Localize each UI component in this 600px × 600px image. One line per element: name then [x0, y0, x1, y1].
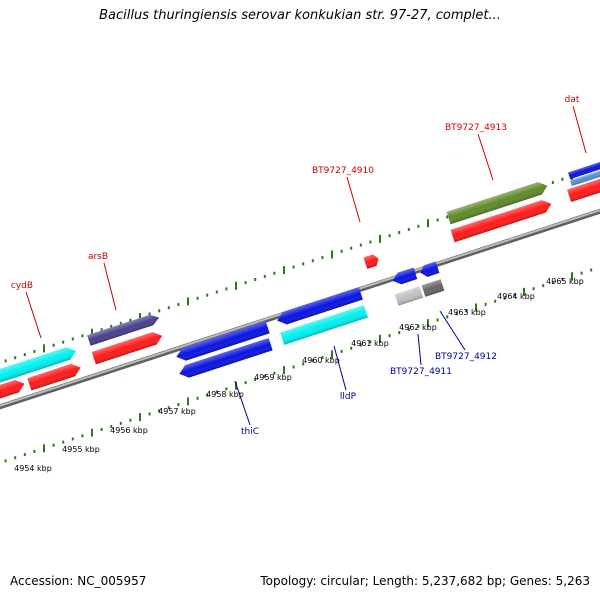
kbp-label-4960: 4960 kbp — [302, 356, 340, 365]
BT9727_4913-gene[interactable] — [450, 198, 554, 243]
leader-line — [25, 291, 42, 339]
dat-cds-2[interactable] — [570, 168, 600, 187]
BT9727_4911-gene[interactable] — [394, 286, 424, 306]
kbp-label-4956: 4956 kbp — [110, 426, 148, 435]
label-leader-lines — [25, 105, 587, 426]
kbp-label-4959: 4959 kbp — [254, 373, 292, 382]
BT9727_4912-gene[interactable] — [421, 279, 445, 297]
summary-text: Topology: circular; Length: 5,237,682 bp… — [260, 574, 590, 588]
lldP-cds-1[interactable] — [275, 287, 363, 327]
kbp-label-4957: 4957 kbp — [158, 407, 196, 416]
leader-line — [417, 333, 422, 366]
gene-label-BT9727_4910[interactable]: BT9727_4910 — [312, 166, 374, 176]
leader-line — [439, 310, 466, 351]
kbp-label-4954: 4954 kbp — [14, 464, 52, 473]
gene-label-BT9727_4913[interactable]: BT9727_4913 — [445, 123, 507, 133]
BT9727_4912-cds[interactable] — [419, 261, 440, 279]
leader-line — [477, 133, 494, 181]
gene-label-BT9727_4911[interactable]: BT9727_4911 — [390, 367, 452, 377]
kbp-label-4964: 4964 kbp — [497, 292, 535, 301]
BT9727_4910-gene[interactable] — [363, 253, 380, 269]
gene-label-arsB[interactable]: arsB — [88, 252, 108, 262]
gene-label-lldP[interactable]: lldP — [340, 392, 357, 402]
leader-line — [103, 262, 117, 311]
leader-line — [333, 345, 347, 391]
accession-text: Accession: NC_005957 — [10, 574, 147, 588]
BT9727_4913-cds[interactable] — [446, 180, 550, 225]
gene-label-dat[interactable]: dat — [565, 95, 580, 105]
lower-tick-track — [4, 268, 593, 463]
leader-line — [346, 176, 361, 223]
kbp-label-4961: 4961 kbp — [351, 339, 389, 348]
gene-features — [0, 159, 600, 409]
cydB-cds[interactable] — [0, 345, 78, 384]
red-gene-a[interactable] — [0, 378, 27, 409]
red-gene-b[interactable] — [27, 361, 82, 391]
kbp-label-4963: 4963 kbp — [448, 308, 486, 317]
map-title: Bacillus thuringiensis serovar konkukian… — [99, 8, 501, 23]
gene-label-thiC[interactable]: thiC — [241, 427, 259, 437]
kbp-label-4958: 4958 kbp — [206, 390, 244, 399]
kbp-label-4962: 4962 kbp — [399, 323, 437, 332]
BT9727_4911-cds[interactable] — [391, 267, 418, 287]
dat-cds[interactable] — [567, 159, 600, 180]
leader-line — [572, 105, 587, 154]
arsB-cds[interactable] — [87, 312, 161, 346]
lldP-cds-2[interactable] — [280, 305, 368, 345]
gene-label-cydB[interactable]: cydB — [11, 281, 33, 291]
thiC-cds-1[interactable] — [174, 320, 270, 363]
kbp-label-4955: 4955 kbp — [62, 445, 100, 454]
gene-label-BT9727_4912[interactable]: BT9727_4912 — [435, 352, 497, 362]
thiC-cds-2[interactable] — [177, 337, 273, 380]
kbp-label-4965: 4965 kbp — [546, 277, 584, 286]
leader-line — [234, 380, 251, 426]
arsB-gene[interactable] — [91, 330, 164, 365]
